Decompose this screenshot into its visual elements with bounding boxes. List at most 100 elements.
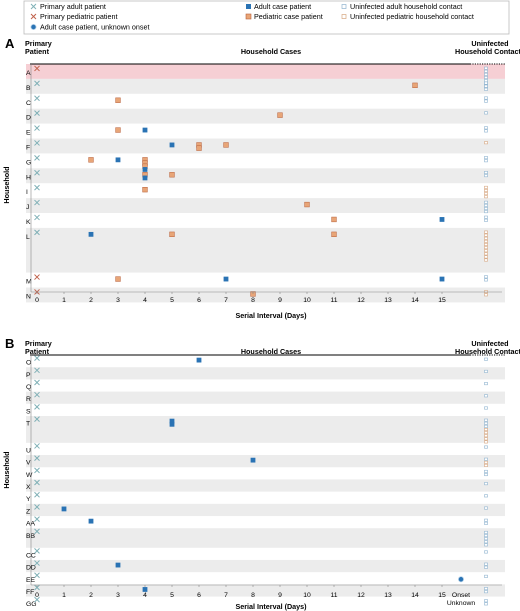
primary-adult-marker <box>34 367 40 374</box>
case-pediatric <box>142 187 148 193</box>
x-tick-label: 2 <box>89 297 93 304</box>
primary-adult-marker <box>34 110 40 117</box>
primary-adult-marker <box>34 572 40 579</box>
primary-adult-marker <box>34 548 40 554</box>
household-label: FF <box>26 589 34 596</box>
uninfected-adult <box>484 369 488 373</box>
case-adult <box>196 357 202 363</box>
case-pediatric <box>115 127 121 133</box>
row-stripe <box>26 455 505 468</box>
panel-b-left-header-2: Patient <box>25 347 50 356</box>
primary-adult-marker <box>34 214 40 221</box>
household-label: E <box>26 130 31 137</box>
panel-b-title: Household Cases <box>241 347 301 356</box>
primary-adult-marker <box>34 199 40 206</box>
panel-b-right-header-1: Uninfected <box>471 339 508 348</box>
row-stripe <box>26 528 505 548</box>
uninfected-adult <box>484 200 488 204</box>
panel-b-left-header-1: Primary <box>25 339 52 348</box>
primary-adult-marker <box>34 467 40 474</box>
row-stripe <box>26 227 505 273</box>
uninfected-adult <box>484 424 488 428</box>
x-tick-label: 6 <box>197 297 201 304</box>
case-unknown-onset <box>457 576 464 583</box>
x-tick-label: 4 <box>143 592 147 599</box>
x-tick-label: 15 <box>438 592 446 599</box>
uninfected-adult <box>484 129 488 133</box>
case-adult <box>61 506 67 512</box>
uninfected-pediatric <box>484 246 488 250</box>
x-tick-label: 12 <box>357 297 365 304</box>
uninfected-adult <box>484 473 488 477</box>
case-adult <box>142 587 148 592</box>
household-label: R <box>26 396 31 403</box>
panel-a-left-header-2: Patient <box>25 47 50 56</box>
legend-pediatric-case-label: Pediatric case patient <box>254 12 323 21</box>
uninfected-adult <box>484 210 488 214</box>
panel-a-right-header-1: Uninfected <box>471 39 508 48</box>
case-adult <box>223 276 229 282</box>
x-tick-label: 10 <box>303 592 311 599</box>
uninfected-adult <box>484 79 488 83</box>
panel-b-right-header-2: Household Contacts <box>455 347 520 356</box>
case-adult <box>88 231 94 237</box>
row-stripe <box>26 287 505 303</box>
primary-adult-marker <box>34 455 40 461</box>
uninfected-adult <box>484 418 488 422</box>
uninfected-adult <box>484 171 488 175</box>
primary-adult-marker <box>34 80 40 87</box>
panel-a-letter: A <box>5 36 15 51</box>
uninfected-adult <box>484 421 488 425</box>
row-stripe <box>26 138 505 154</box>
x-tick-label: 14 <box>411 592 419 599</box>
case-pediatric <box>223 142 229 148</box>
uninfected-pediatric <box>484 258 488 262</box>
x-tick-label: 10 <box>303 297 311 304</box>
x-tick-label: 11 <box>330 592 337 599</box>
case-adult <box>115 157 121 163</box>
legend-uninfected-adult-icon <box>341 4 347 9</box>
uninfected-adult <box>484 66 488 70</box>
uninfected-adult <box>484 215 488 219</box>
panel-a-title: Household Cases <box>241 47 301 56</box>
case-adult <box>169 418 175 424</box>
uninfected-pediatric <box>484 252 488 256</box>
uninfected-adult <box>484 72 488 76</box>
primary-adult-marker <box>34 504 40 510</box>
x-tick-label: 8 <box>251 592 255 599</box>
uninfected-pediatric <box>484 255 488 259</box>
uninfected-adult <box>484 521 488 525</box>
x-tick-label: 5 <box>170 297 174 304</box>
uninfected-adult <box>484 562 488 566</box>
legend-adult-unknown-icon <box>30 23 37 30</box>
uninfected-adult <box>484 537 488 541</box>
household-label: Z <box>26 508 30 515</box>
primary-pediatric-marker <box>34 274 40 280</box>
primary-adult-marker <box>34 391 40 398</box>
legend-adult-unknown-label: Adult case patient, unknown onset <box>40 23 149 32</box>
legend-adult-case-label: Adult case patient <box>254 2 311 11</box>
uninfected-adult <box>484 99 488 103</box>
primary-adult-marker <box>34 416 40 422</box>
case-adult <box>439 276 445 282</box>
uninfected-adult <box>484 218 488 222</box>
uninfected-adult <box>484 445 488 449</box>
uninfected-adult <box>484 540 488 544</box>
case-pediatric <box>412 82 418 88</box>
case-adult <box>142 127 148 133</box>
uninfected-adult <box>484 587 488 591</box>
row-stripe <box>26 78 505 94</box>
uninfected-adult <box>484 357 488 361</box>
primary-adult-marker <box>34 516 40 522</box>
household-label: Q <box>26 384 31 391</box>
case-pediatric <box>304 201 310 208</box>
row-stripe <box>26 198 505 213</box>
row-stripe <box>26 559 505 573</box>
primary-adult-marker <box>34 140 40 146</box>
uninfected-adult <box>484 590 488 594</box>
uninfected-pediatric <box>484 236 488 240</box>
primary-adult-marker <box>34 528 40 535</box>
household-label: GG <box>26 601 37 608</box>
